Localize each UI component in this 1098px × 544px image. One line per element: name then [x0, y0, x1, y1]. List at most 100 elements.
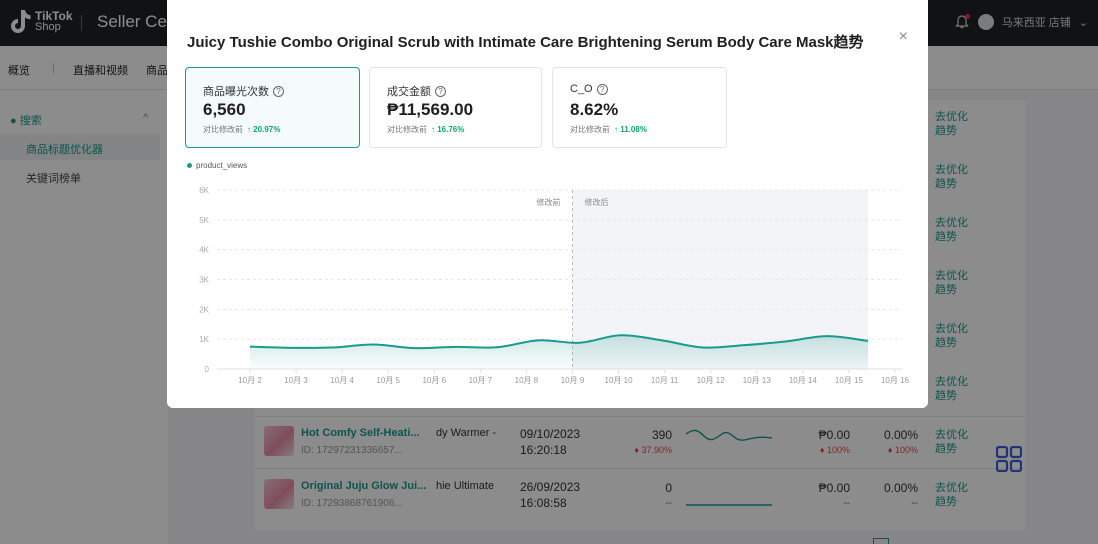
amount-value: ₱0.00	[818, 428, 850, 442]
metric-value: 8.62%	[570, 100, 619, 119]
x-tick-label: 10月 7	[469, 376, 493, 385]
compare-label: 对比修改前	[203, 125, 243, 134]
product-name[interactable]: Hot Comfy Self-Heati...	[301, 427, 420, 439]
metric-change-text: 16.76%	[437, 125, 465, 134]
metric-change: ↑ 16.76%	[431, 125, 465, 134]
compare-label: 对比修改前	[570, 125, 610, 134]
trend-link[interactable]: 去优化 趋势	[935, 323, 968, 349]
sidebar-section-label: 搜索	[19, 115, 42, 127]
chevron-up-icon[interactable]: ^	[143, 112, 149, 124]
x-tick-label: 10月 12	[697, 376, 726, 385]
metric-label: C_O	[570, 83, 593, 95]
subnav-products[interactable]: 商品	[146, 65, 168, 77]
series-line	[249, 334, 869, 350]
trend-chart: 0 1K 2K 3K 4K 5K 6K 修改前 修改后 10月 2 10月 3 10月 4 10月 5 1…	[199, 186, 910, 385]
sidebar-item-keywords[interactable]: 关键词榜单	[26, 173, 81, 185]
pagination[interactable]	[873, 538, 889, 544]
trend-link[interactable]: 去优化 趋势	[935, 482, 968, 508]
chevron-down-icon[interactable]: ⌄	[1078, 16, 1088, 29]
compare-label: 对比修改前	[387, 125, 427, 134]
trend-link[interactable]: 去优化 趋势	[935, 376, 968, 402]
x-tick-label: 10月 15	[835, 376, 864, 385]
help-icon[interactable]: ?	[435, 85, 446, 97]
tiktok-shop-logo[interactable]: TikTok Shop	[8, 8, 73, 36]
x-tick-label: 10月 3	[284, 376, 308, 385]
date: 26/09/2023	[520, 480, 581, 494]
x-tick-label: 10月 8	[515, 376, 539, 385]
sidebar: ● 搜索 ^ 商品标题优化器 关键词榜单	[0, 90, 168, 544]
help-icon[interactable]: ?	[596, 83, 608, 95]
metric-label-wrap: C_O?	[570, 83, 608, 95]
sidebar-item-label: 商品标题优化器	[26, 144, 103, 156]
grid-icon[interactable]	[995, 445, 1023, 473]
date: 09/10/2023	[520, 427, 581, 441]
amount-change: ♦ 100%	[819, 445, 850, 455]
metric-label: 成交金额	[387, 86, 431, 98]
metric-label: 商品曝光次数	[203, 86, 269, 98]
x-tick-label: 10月 2	[238, 376, 262, 385]
x-tick-label: 10月 9	[561, 376, 585, 385]
before-label: 修改前	[537, 197, 561, 207]
metric-card-conversion[interactable]: C_O? 8.62% 对比修改前 ↑ 11.08%	[552, 67, 727, 148]
trend-link[interactable]: 去优化 趋势	[935, 270, 968, 296]
rate-value: 0.00%	[883, 428, 918, 442]
sidebar-section-search[interactable]: ● 搜索	[10, 112, 42, 128]
logo-line-2: Shop	[35, 21, 61, 33]
trend-link[interactable]: 去优化 趋势	[935, 429, 968, 455]
metric-change-text: 20.97%	[253, 125, 281, 134]
rate-change: ♦ 100%	[887, 445, 918, 455]
subnav-divider: |	[52, 62, 55, 74]
metric-change-text: 11.08%	[620, 125, 647, 134]
sparkline	[685, 429, 773, 441]
rate-change: --	[911, 498, 918, 509]
metric-value: ₱11,569.00	[387, 100, 474, 119]
views-value: 0	[665, 481, 672, 495]
x-tick-label: 10月 5	[376, 376, 400, 385]
x-tick-label: 10月 16	[881, 376, 910, 385]
metric-card-impressions[interactable]: 商品曝光次数? 6,560 对比修改前 ↑ 20.97%	[185, 67, 360, 148]
product-id: ID: 17293868761906...	[301, 498, 403, 509]
top-right-tools: 马来西亚 店铺 ⌄	[954, 14, 1088, 30]
x-tick-label: 10月 4	[330, 376, 354, 385]
product-thumbnail[interactable]	[264, 426, 294, 456]
amount-change-text: 100%	[826, 445, 850, 455]
product-title-tail: dy Warmer -	[436, 427, 497, 439]
x-tick-label: 10月 6	[422, 376, 446, 385]
store-name[interactable]: 马来西亚 店铺	[1001, 17, 1071, 29]
metric-compare: 对比修改前 ↑ 20.97%	[203, 124, 280, 135]
y-tick-label: 6K	[199, 186, 209, 195]
subnav-live-video[interactable]: 直播和视频	[73, 65, 128, 77]
brand-title: Seller Cen	[97, 12, 177, 31]
trend-link[interactable]: 去优化 趋势	[935, 111, 968, 137]
rate-value: 0.00%	[883, 481, 918, 495]
divider	[81, 15, 82, 31]
trend-link[interactable]: 去优化 趋势	[935, 164, 968, 190]
close-icon[interactable]: ×	[898, 28, 908, 45]
after-label: 修改后	[585, 197, 609, 207]
product-name[interactable]: Original Juju Glow Jui...	[301, 480, 427, 492]
amount-value: ₱0.00	[818, 481, 850, 495]
subnav-overview[interactable]: 概览	[8, 65, 30, 77]
product-thumbnail[interactable]	[264, 479, 294, 509]
logo-line-1: TikTok	[35, 9, 73, 23]
avatar[interactable]	[977, 14, 994, 30]
notification-dot	[964, 14, 970, 19]
modified-date: 09/10/2023 16:20:18	[520, 426, 580, 458]
sidebar-item-title-optimizer[interactable]: 商品标题优化器	[0, 134, 160, 160]
time: 16:08:58	[520, 496, 567, 510]
x-tick-label: 10月 13	[743, 376, 772, 385]
y-tick-label: 1K	[199, 335, 209, 344]
chart-legend[interactable]: product_views	[187, 161, 247, 170]
y-tick-label: 4K	[199, 246, 209, 255]
trend-modal: Juicy Tushie Combo Original Scrub with I…	[167, 0, 928, 408]
rate-change-text: 100%	[894, 445, 918, 455]
metric-card-revenue[interactable]: 成交金额? ₱11,569.00 对比修改前 ↑ 16.76%	[369, 67, 542, 148]
time: 16:20:18	[520, 443, 567, 457]
bell-icon[interactable]	[954, 14, 970, 30]
trend-link[interactable]: 去优化 趋势	[935, 217, 968, 243]
metric-compare: 对比修改前 ↑ 16.76%	[387, 124, 464, 135]
help-icon[interactable]: ?	[273, 85, 284, 97]
metric-value: 6,560	[203, 100, 246, 119]
tiktok-icon	[8, 8, 32, 36]
views-change: --	[665, 498, 672, 509]
